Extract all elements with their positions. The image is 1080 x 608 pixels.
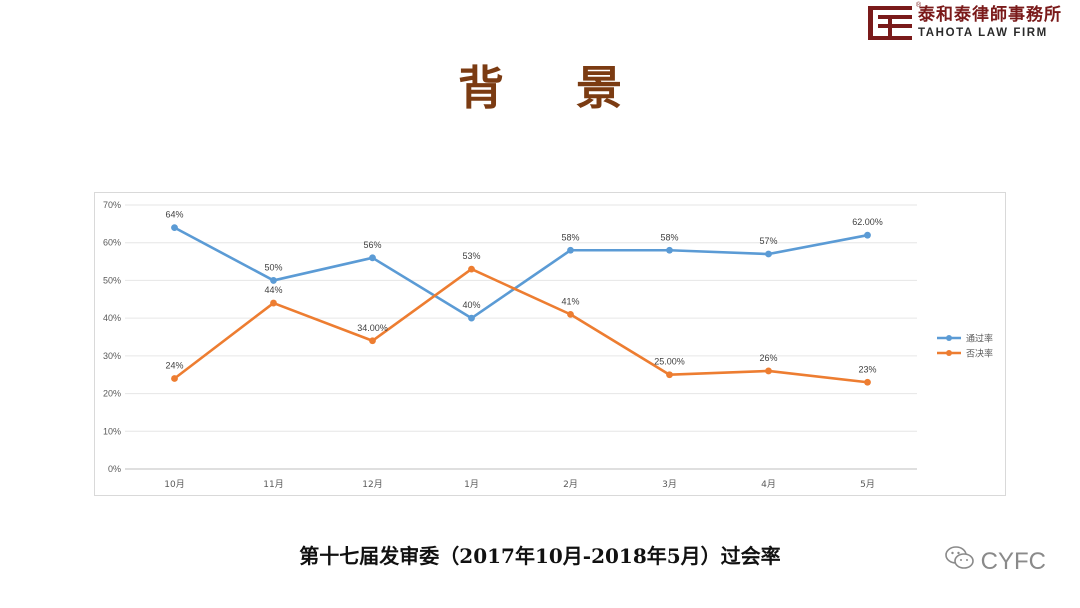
x-tick-label: 12月 (362, 479, 382, 490)
x-tick-label: 1月 (464, 479, 479, 490)
registered-mark: ® (916, 2, 922, 9)
data-point (567, 310, 574, 318)
logo-chinese-name: 泰和泰律師事務所 (918, 4, 1062, 25)
data-label: 57% (759, 236, 777, 246)
y-tick-label: 10% (103, 426, 121, 436)
chart-canvas: 0% 10% 20% 30% 40% 50% 60% 70% 10月 11月 12月 1月 2月 3月 4月… (103, 200, 993, 490)
watermark-text: CYFC (980, 547, 1046, 575)
x-tick-label: 5月 (860, 479, 875, 490)
watermark: CYFC (944, 545, 1046, 578)
x-tick-label: 10月 (164, 479, 184, 490)
line-chart: 0% 10% 20% 30% 40% 50% 60% 70% 10月 11月 12月 1月 2月 3月 4月… (94, 192, 1006, 496)
data-label: 64% (165, 210, 183, 220)
data-label: 34.00% (357, 323, 388, 333)
data-point (171, 224, 178, 232)
data-label: 53% (462, 251, 480, 261)
data-label: 58% (660, 232, 678, 242)
data-point (666, 246, 673, 254)
chart-caption: 第十七届发审委（2017年10月-2018年5月）过会率 (299, 544, 781, 568)
data-point (864, 378, 871, 386)
y-tick-label: 20% (103, 389, 121, 399)
firm-logo: ® 泰和泰律師事務所 TAHOTA LAW FIRM (868, 2, 1062, 40)
data-point (369, 337, 376, 345)
y-tick-label: 0% (108, 464, 121, 474)
data-label: 62.00% (852, 217, 883, 227)
x-tick-label: 3月 (662, 479, 677, 490)
data-label: 25.00% (654, 357, 685, 367)
wechat-icon (944, 545, 975, 578)
data-label: 40% (462, 300, 480, 310)
legend-label: 通过率 (966, 333, 993, 345)
series-line-2 (173, 267, 868, 384)
data-label: 50% (264, 262, 282, 272)
y-tick-label: 50% (103, 275, 121, 285)
legend-marker (946, 350, 952, 356)
y-tick-label: 30% (103, 351, 121, 361)
firm-logo-icon (868, 6, 912, 40)
data-point (765, 367, 772, 375)
legend-label: 否决率 (966, 348, 993, 360)
logo-english-name: TAHOTA LAW FIRM (918, 26, 1048, 39)
slide-title: 背 景 (457, 61, 650, 115)
data-point (468, 314, 475, 322)
y-tick-label: 40% (103, 313, 121, 323)
data-point (468, 265, 475, 273)
data-label: 24% (165, 360, 183, 370)
data-point (666, 371, 673, 379)
data-point (270, 299, 277, 307)
data-label: 44% (264, 285, 282, 295)
data-label: 26% (759, 353, 777, 363)
data-label: 58% (561, 232, 579, 242)
data-label: 41% (561, 296, 579, 306)
data-point (765, 250, 772, 258)
y-tick-label: 60% (103, 238, 121, 248)
data-point (567, 246, 574, 254)
data-label: 23% (858, 364, 876, 374)
data-point (864, 231, 871, 239)
y-tick-label: 70% (103, 200, 121, 210)
x-tick-label: 11月 (263, 479, 283, 490)
data-point (369, 254, 376, 262)
x-tick-label: 2月 (563, 479, 578, 490)
x-tick-label: 4月 (761, 479, 776, 490)
data-point (270, 277, 277, 284)
data-point (171, 375, 178, 382)
legend-marker (946, 335, 952, 341)
series-line-1 (173, 226, 868, 320)
data-label: 56% (363, 240, 381, 250)
